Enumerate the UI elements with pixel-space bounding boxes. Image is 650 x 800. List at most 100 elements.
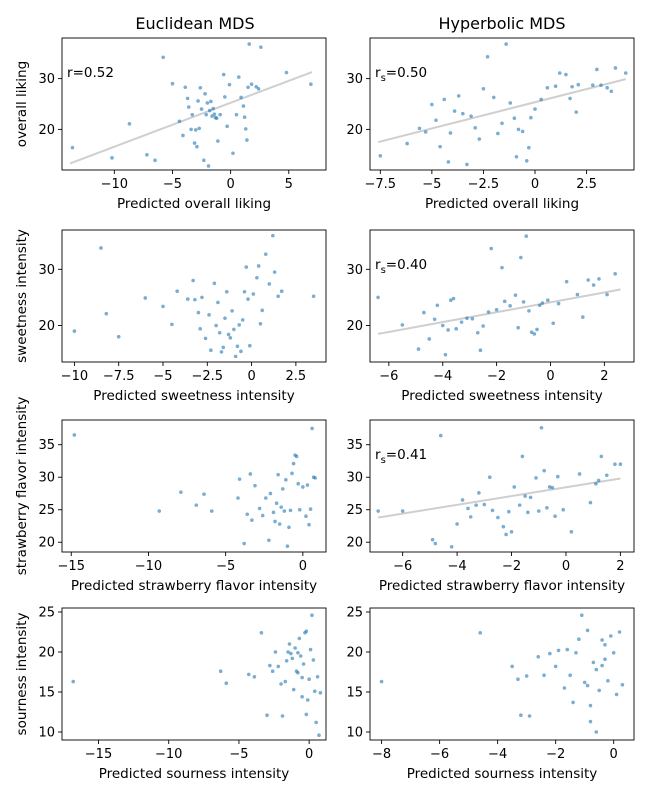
scatter-point <box>524 674 529 678</box>
panel-euc-overall: −10 −5 0 5 20 30 Predicted overall liking overa… <box>14 37 327 212</box>
scatter-point <box>477 491 481 495</box>
scatter-point <box>588 719 593 724</box>
scatter-point <box>618 462 623 467</box>
scatter-point <box>542 468 546 473</box>
scatter-point <box>246 297 250 301</box>
scatter-point <box>586 278 591 282</box>
scatter-point <box>438 144 442 149</box>
panel-euc-straw: −15 −10 −5 0 20 25 30 35 Predicted strawberry fl… <box>14 397 327 594</box>
scatter-point <box>230 309 234 313</box>
scatter-point <box>435 303 440 308</box>
scatter-point <box>423 130 428 134</box>
scatter-point <box>239 95 243 100</box>
scatter-point <box>574 110 579 114</box>
scatter-point <box>72 433 77 437</box>
scatter-point <box>491 95 496 100</box>
axes-frame <box>61 419 327 553</box>
scatter-point <box>194 503 199 507</box>
scatter-point <box>613 462 617 467</box>
scatter-point <box>438 433 443 438</box>
scatter-point <box>556 648 561 653</box>
scatter-point <box>521 300 526 304</box>
scatter-point <box>477 137 482 141</box>
scatter-point <box>514 155 519 159</box>
scatter-point <box>234 112 239 117</box>
scatter-point <box>237 477 242 481</box>
scatter-point <box>227 82 232 87</box>
scatter-point <box>228 336 233 340</box>
scatter-point <box>577 637 581 641</box>
scatter-point <box>276 294 280 299</box>
x-axis-label: Predicted sourness intensity <box>407 766 598 782</box>
scatter-point <box>605 85 609 90</box>
y-tick-label: 20 <box>346 536 363 551</box>
scatter-point <box>259 45 263 49</box>
x-tick-label: −5 <box>216 559 235 574</box>
scatter-point <box>465 162 469 167</box>
scatter-point <box>623 71 628 75</box>
scatter-point <box>430 537 435 542</box>
x-tick-label: 2.5 <box>286 369 307 384</box>
y-tick-label: 30 <box>38 263 55 278</box>
scatter-point <box>260 513 265 518</box>
x-axis-label: Predicted strawberry flavor intensity <box>71 578 317 594</box>
scatter-point <box>211 106 215 111</box>
scatter-point <box>193 128 198 132</box>
fit-line <box>69 71 313 165</box>
scatter-point <box>252 675 257 679</box>
x-tick-label: −6 <box>393 559 412 574</box>
y-tick-label: 25 <box>346 503 363 518</box>
scatter-point <box>233 354 238 359</box>
scatter-point <box>210 114 214 118</box>
y-tick-label: 20 <box>38 123 55 138</box>
scatter-point <box>202 492 206 496</box>
scatter-point <box>427 337 432 341</box>
scatter-point <box>260 308 265 313</box>
scatter-point <box>298 654 303 658</box>
scatter-point <box>249 82 254 86</box>
scatter-point <box>280 487 285 491</box>
scatter-point <box>204 112 209 117</box>
scatter-point <box>254 84 259 89</box>
scatter-point <box>494 307 499 312</box>
scatter-point <box>487 475 492 480</box>
axes-frame <box>61 37 327 171</box>
scatter-point <box>568 673 572 677</box>
scatter-point <box>613 66 618 70</box>
scatter-point <box>449 544 454 549</box>
scatter-point <box>309 82 313 86</box>
scatter-point <box>527 309 531 313</box>
x-tick-label: −2.5 <box>468 177 500 192</box>
scatter-point <box>550 485 555 490</box>
scatter-point <box>241 104 246 108</box>
scatter-point <box>272 270 277 274</box>
scatter-point <box>186 105 191 109</box>
scatter-point <box>405 141 409 146</box>
scatter-point <box>594 730 599 734</box>
scatter-point <box>279 289 284 294</box>
y-axis-label: sourness intensity <box>14 613 30 736</box>
scatter-point <box>478 631 483 635</box>
scatter-point <box>594 481 598 486</box>
scatter-point <box>597 277 601 281</box>
scatter-point <box>315 675 320 679</box>
scatter-point <box>225 124 229 129</box>
scatter-point <box>242 115 247 119</box>
x-tick-label: −7.5 <box>103 369 135 384</box>
scatter-point <box>454 327 459 331</box>
scatter-point <box>161 55 165 60</box>
scatter-point <box>116 334 121 339</box>
scatter-point <box>510 664 514 669</box>
scatter-point <box>588 703 593 708</box>
scatter-point <box>620 683 625 687</box>
y-axis-label: overall liking <box>14 61 30 147</box>
scatter-point <box>265 713 269 717</box>
scatter-point <box>232 327 236 332</box>
scatter-point <box>474 503 478 507</box>
scatter-point <box>246 672 251 677</box>
x-tick-label: −10 <box>155 747 182 762</box>
scatter-point <box>596 478 601 483</box>
scatter-point <box>502 299 507 304</box>
scatter-point <box>585 628 590 633</box>
scatter-point <box>535 327 539 332</box>
